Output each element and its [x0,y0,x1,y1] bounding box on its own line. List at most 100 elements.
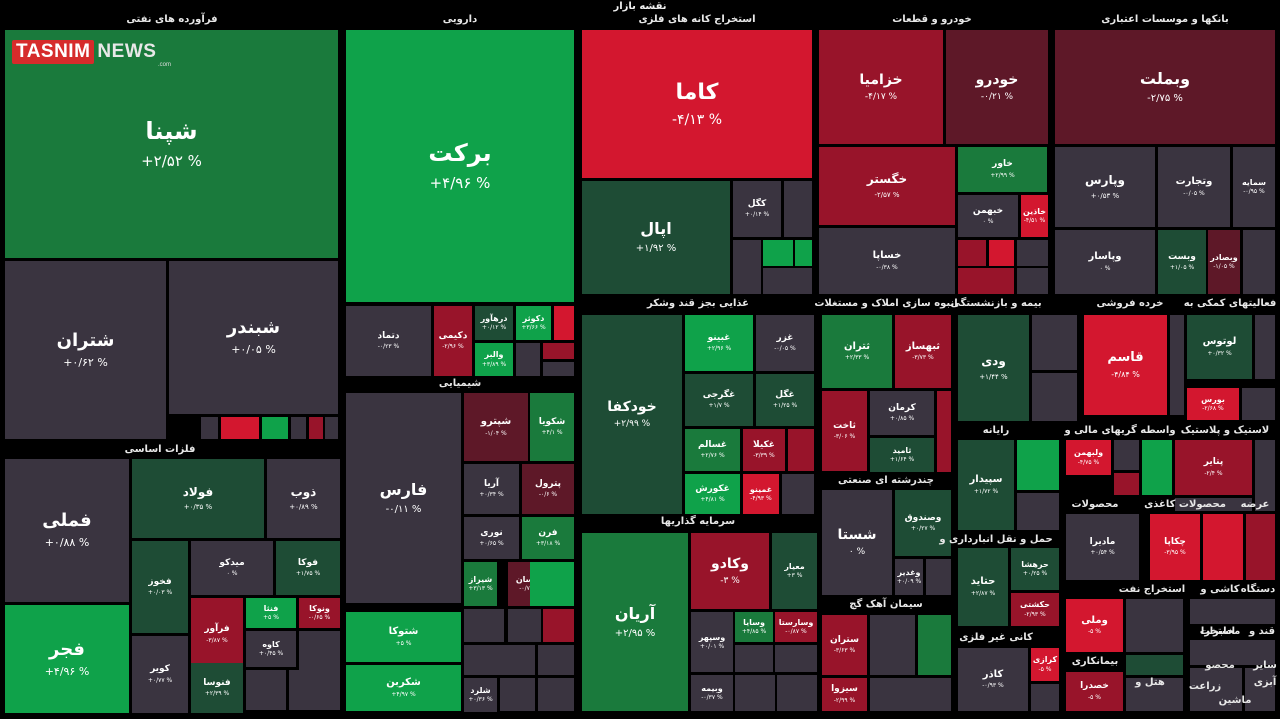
tile-symbol: کرازی [1032,655,1058,665]
sector-title: فرآورده های نفتی [126,14,218,25]
tile-change: +۲/۵۲ % [141,151,202,170]
tile-change: -۳/۹۵ % [1164,549,1186,557]
treemap-tile-small [1126,678,1183,711]
tile-change: +۰/۰۵ % [231,343,276,357]
treemap-tile: فملی +۰/۸۸ % [5,459,129,602]
sector-title: لاستیک و پلاستیک [1180,425,1270,436]
tile-symbol: خبهمن [972,205,1004,216]
tile-symbol: سپیدار [969,474,1003,486]
tile-symbol: خاذین [1022,206,1047,216]
treemap-tile-small [1255,315,1275,379]
sector-title: محصولات کاغذی [1144,499,1226,510]
treemap-tile-small [464,645,504,675]
treemap-tile: حرهشا +۰/۲۵ % [1011,548,1059,590]
treemap-tile-small [543,343,574,359]
treemap-tile: غسالم +۲/۷۶ % [685,429,740,471]
tile-change: -۰/۸۷ % [785,628,807,636]
treemap-tile: خساپا -۰/۳۸ % [819,228,955,294]
tile-symbol: ثامید [892,445,912,455]
tile-change: -۲/۹۶ % [442,343,464,351]
treemap-tile: شپترو -۱/۰۴ % [464,393,528,461]
tile-change: -۰/۱۱ % [385,503,422,515]
treemap-tile: شلرد +۰/۳۶ % [464,678,497,712]
treemap-tile: فوکا +۱/۷۵ % [276,541,340,595]
tile-change: +۱/۲۵ % [772,402,798,410]
tile-change: -۴/۷۵ % [1077,458,1100,466]
tile-change: -۲/۷۵ % [1147,92,1183,104]
tile-change: +۰/۳۲ % [1207,349,1232,357]
tile-symbol: لوتوس [1202,336,1237,348]
treemap-tile-small [291,417,306,439]
treemap-tile: شتوکا +۵ % [346,612,461,662]
tile-symbol: کرمان [888,402,916,413]
treemap-tile-small [937,391,951,472]
sector-title: دارویی [442,14,478,25]
sector-title: محصولات [1071,499,1119,510]
tile-symbol: وملی [1081,614,1108,626]
tile-symbol: شپترو [480,416,512,428]
tile-symbol: وبصادر [1210,252,1238,262]
treemap-tile: خودکفا +۲/۹۹ % [582,315,682,514]
treemap-tile-small [538,645,574,675]
treemap-tile: فارس -۰/۱۱ % [346,393,461,603]
treemap-tile: وسپهر +۰/۰۱ % [691,612,733,672]
treemap-tile: کاما -۴/۱۳ % [582,30,812,178]
tile-change: +۲/۹۵ % [614,627,656,639]
treemap-tile: قاسم -۴/۸۴ % [1084,315,1167,415]
sector-title: انبوه سازی املاک و مستغلات [814,298,958,309]
tile-symbol: ولبهمن [1073,448,1104,458]
sector-title: کانی غیر فلزی [959,632,1033,643]
tile-symbol: اپال [640,219,672,239]
tile-change: -۰/۹۳ % [982,682,1004,690]
treemap-tile: وغدیر +۰/۰۹ % [895,559,923,595]
tile-symbol: وصندوق [904,512,942,523]
tile-symbol: خساپا [872,250,902,262]
treemap-tile: خبهمن ۰ % [958,195,1018,237]
tile-symbol: آریان [614,603,656,623]
treemap-tile: غزر -۰/۰۵ % [756,315,814,371]
treemap-tile: برکت +۴/۹۶ % [346,30,574,302]
sector-title: محصو [1205,660,1235,671]
treemap-tile: غگرجی +۱/۷ % [685,374,753,426]
treemap-tile-small [870,615,915,675]
treemap-tile-small [926,559,951,595]
treemap-tile-small [1190,668,1242,711]
tile-symbol: فملی [42,510,92,532]
tile-change: ۰ % [982,218,994,226]
tile-symbol: وپاسار [1088,251,1122,263]
sector-title: بیمانکاری [1071,656,1119,667]
tile-symbol: خودرو [975,71,1019,88]
treemap-tile: وبملت -۲/۷۵ % [1055,30,1275,144]
tile-symbol: وبست [1168,251,1196,262]
tile-change: +۰/۷۷ % [147,676,173,684]
treemap-tile: ثامید +۱/۶۴ % [870,438,934,472]
tile-change: +۳ % [786,572,803,580]
tile-change: +۱/۷۵ % [295,570,321,578]
sector-title: دستگاه [1240,584,1276,595]
treemap-tile: سمایه -۰/۹۵ % [1233,147,1275,227]
treemap-tile: آریان +۲/۹۵ % [582,533,688,711]
tile-symbol: کاوه [262,639,280,649]
tile-change: +۰/۶۵ % [479,540,504,548]
tile-symbol: شبندر [226,317,281,339]
treemap-tile-small [530,562,574,606]
sector-title: خودرو و قطعات [892,14,972,25]
treemap-tile: غگل +۱/۲۵ % [756,374,814,426]
treemap-tile: پترول -۰/۶ % [522,464,574,514]
sector-title: قند و [1248,626,1276,637]
treemap-tile: چکاپا -۳/۹۵ % [1150,514,1200,580]
treemap-tile: وبست +۱/۰۵ % [1158,230,1206,294]
treemap-tile-small [788,429,814,471]
tile-change: +۱/۹۲ % [635,243,677,255]
sector-title: بیمه و بازنشستگی [950,298,1042,309]
tile-symbol: معیار [784,561,805,571]
tile-change: -۲/۶۸ % [1202,405,1224,413]
tile-symbol: نوری [480,527,503,538]
tile-symbol: ثبهساز [905,340,941,352]
treemap-tile: وبصادر -۱/۰۵ % [1208,230,1240,294]
tile-change: +۴/۹۶ % [44,664,90,678]
treemap-tile: کویر +۰/۷۷ % [132,636,188,713]
tile-symbol: غزر [776,332,794,343]
treemap-tile-small [299,631,340,671]
treemap-tile: دتماد -۰/۲۳ % [346,306,431,376]
